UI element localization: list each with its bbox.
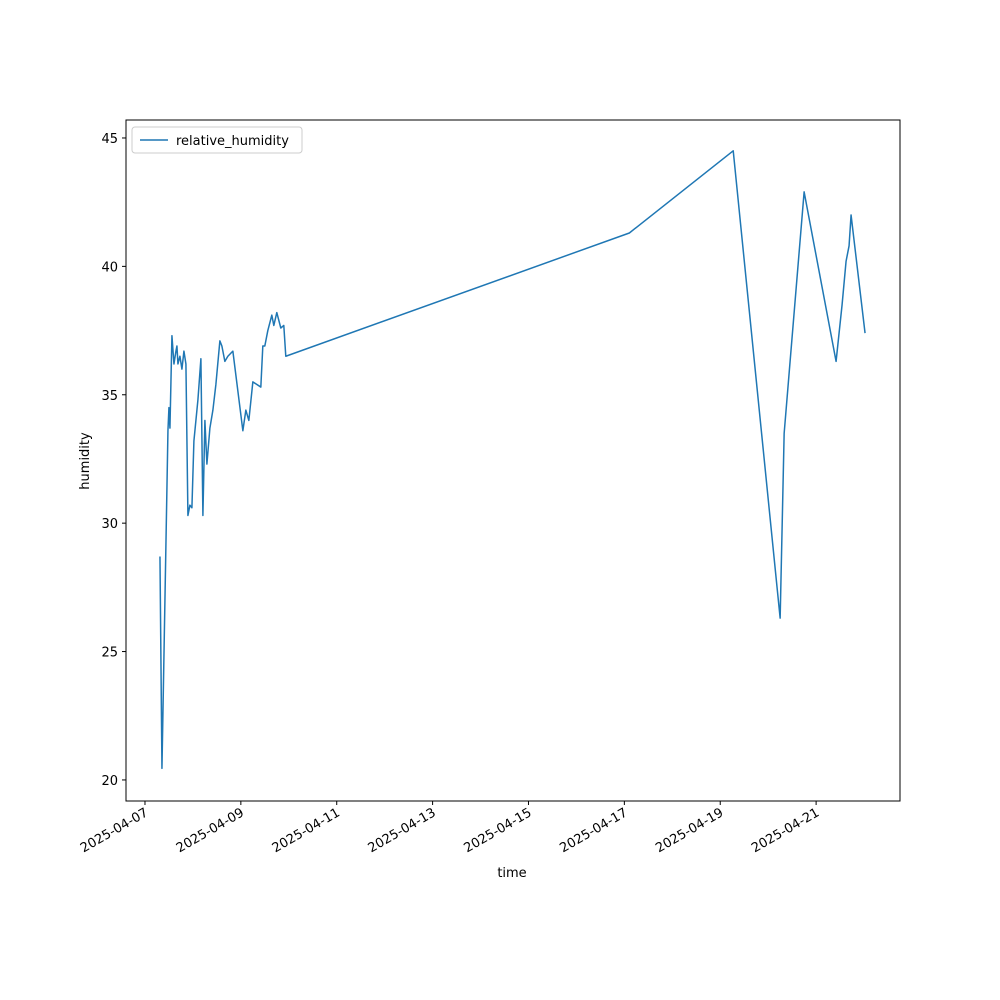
x-tick-label: 2025-04-09 bbox=[174, 805, 247, 856]
y-axis-label: humidity bbox=[78, 432, 93, 490]
legend: relative_humidity bbox=[131, 126, 303, 154]
data-line bbox=[159, 150, 866, 770]
y-tick-label: 40 bbox=[101, 260, 118, 275]
y-tick-label: 30 bbox=[101, 517, 118, 532]
y-tick-label: 25 bbox=[101, 646, 118, 661]
x-tick-label: 2025-04-13 bbox=[366, 805, 439, 856]
legend-box bbox=[131, 126, 303, 154]
y-tick-label: 35 bbox=[101, 389, 118, 404]
x-tick-label: 2025-04-15 bbox=[462, 805, 535, 856]
x-axis-label: time bbox=[497, 866, 526, 881]
x-tick-label: 2025-04-07 bbox=[78, 805, 151, 856]
legend-label: relative_humidity bbox=[176, 134, 289, 149]
x-tick-label: 2025-04-21 bbox=[749, 805, 822, 856]
x-tick-label: 2025-04-19 bbox=[653, 805, 726, 856]
plot-area bbox=[125, 119, 901, 802]
y-tick-label: 20 bbox=[101, 774, 118, 789]
y-tick-label: 45 bbox=[101, 132, 118, 147]
x-tick-label: 2025-04-17 bbox=[557, 805, 630, 856]
x-tick-label: 2025-04-11 bbox=[270, 805, 343, 856]
